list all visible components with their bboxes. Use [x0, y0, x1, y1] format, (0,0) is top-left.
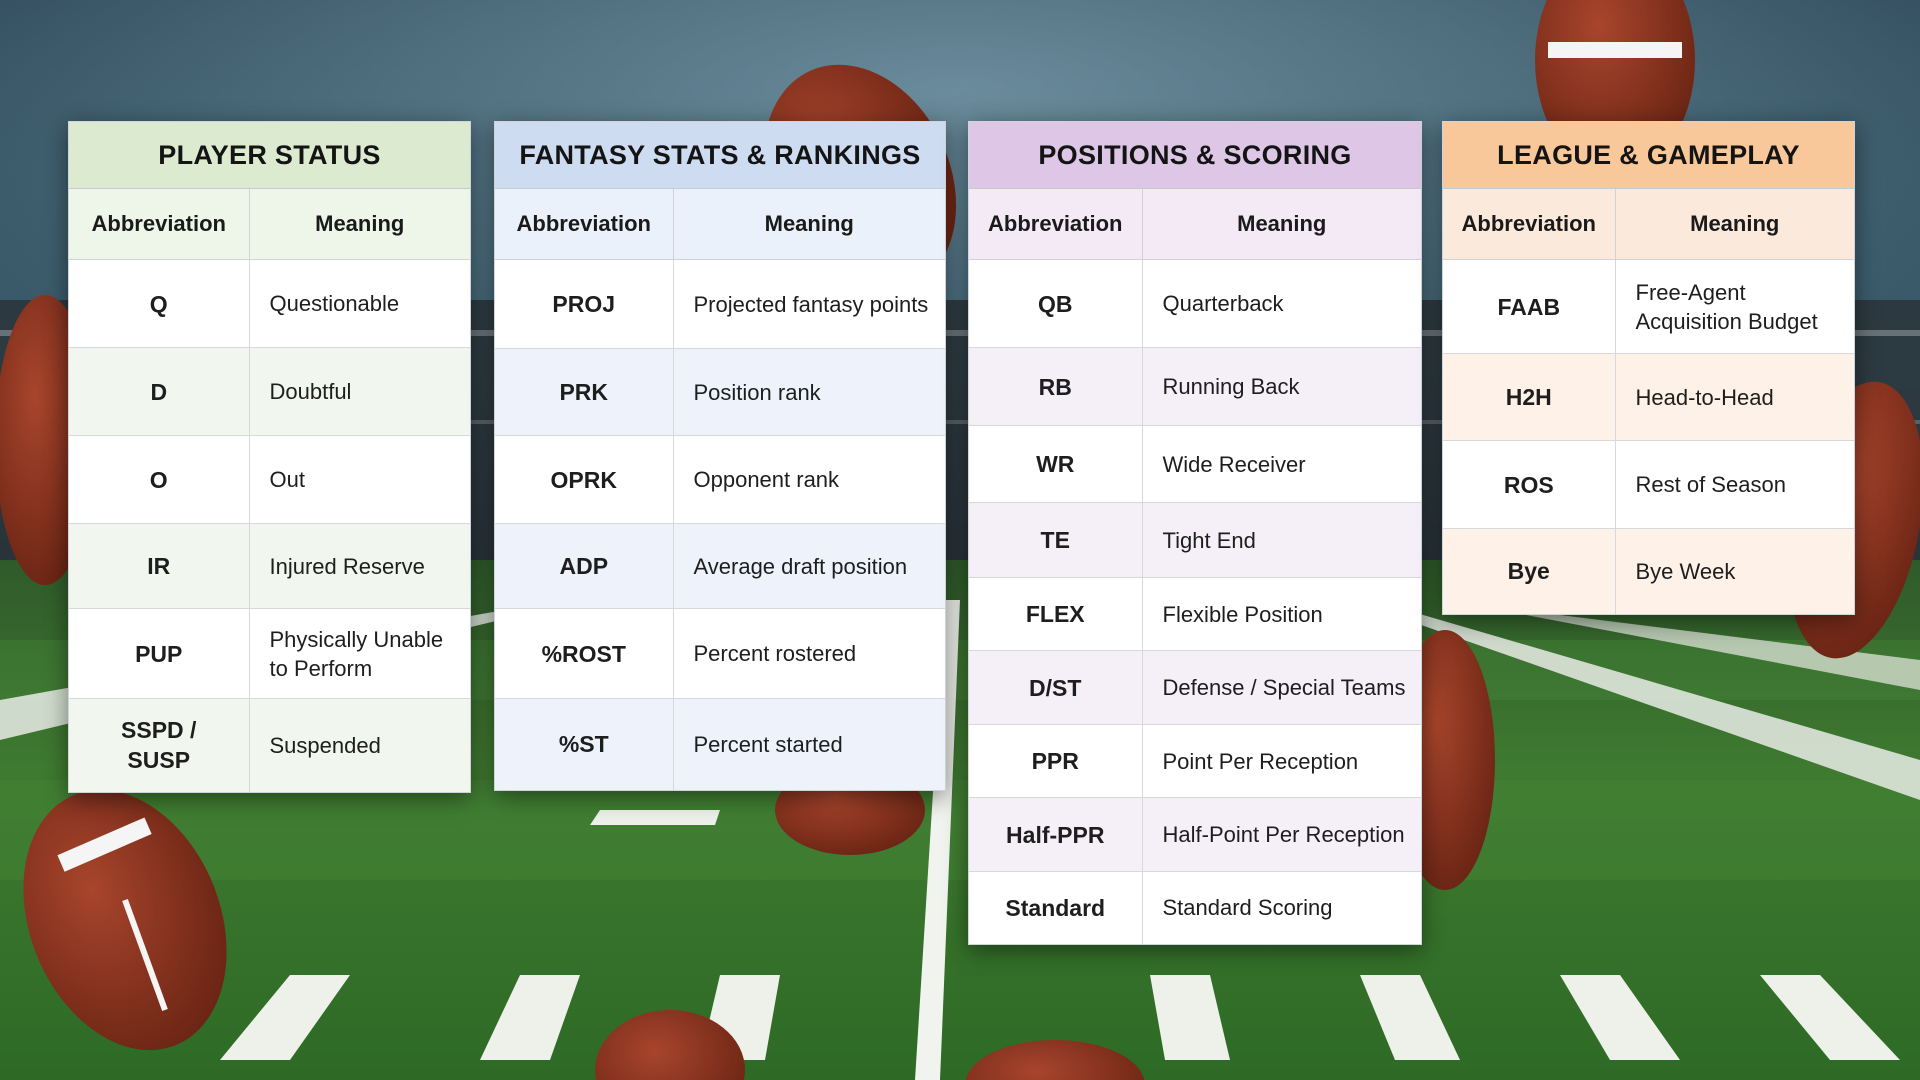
meaning-cell: Physically Unable to Perform	[249, 608, 470, 699]
meaning-cell: Bye Week	[1615, 528, 1854, 614]
meaning-cell: Quarterback	[1142, 259, 1421, 348]
meaning-cell: Free-Agent Acquisition Budget	[1615, 259, 1854, 354]
table-row: %ROST Percent rostered	[495, 608, 945, 699]
table-row: RB Running Back	[969, 347, 1421, 426]
table-row: Bye Bye Week	[1443, 528, 1854, 614]
table-row: OPRK Opponent rank	[495, 435, 945, 524]
abbreviation-cell: IR	[69, 523, 250, 609]
abbreviation-cell: D	[69, 347, 250, 436]
table-row: QB Quarterback	[969, 259, 1421, 348]
table-row: WR Wide Receiver	[969, 425, 1421, 503]
meaning-cell: Out	[249, 435, 470, 524]
abbreviation-cell: PRK	[495, 348, 674, 436]
meaning-cell: Doubtful	[249, 347, 470, 436]
football-icon	[595, 1010, 1145, 1080]
abbreviation-cell: SSPD / SUSP	[69, 698, 250, 792]
panel-title: LEAGUE & GAMEPLAY	[1443, 122, 1854, 189]
table-row: TE Tight End	[969, 502, 1421, 578]
meaning-cell: Percent rostered	[673, 608, 945, 699]
table-row: FAAB Free-Agent Acquisition Budget	[1443, 259, 1854, 354]
meaning-cell: Percent started	[673, 698, 945, 790]
meaning-cell: Projected fantasy points	[673, 259, 945, 349]
panel-title: POSITIONS & SCORING	[969, 122, 1421, 189]
abbreviation-cell: TE	[969, 502, 1143, 578]
meaning-cell: Head-to-Head	[1615, 353, 1854, 441]
abbreviation-cell: Q	[69, 259, 250, 348]
table-row: D/ST Defense / Special Teams	[969, 650, 1421, 725]
table-row: PPR Point Per Reception	[969, 724, 1421, 798]
table-row: H2H Head-to-Head	[1443, 353, 1854, 441]
football-icon	[23, 789, 227, 1051]
table-row: SSPD / SUSP Suspended	[69, 698, 470, 792]
positions-scoring-panel: POSITIONS & SCORING Abbreviation Meaning…	[968, 121, 1422, 945]
column-header-abbreviation: Abbreviation	[969, 189, 1143, 260]
abbreviation-cell: Bye	[1443, 528, 1616, 614]
abbreviation-cell: %ROST	[495, 608, 674, 699]
fantasy-stats-panel: FANTASY STATS & RANKINGS Abbreviation Me…	[494, 121, 946, 791]
meaning-cell: Half-Point Per Reception	[1142, 797, 1421, 872]
abbreviation-cell: H2H	[1443, 353, 1616, 441]
table-row: Q Questionable	[69, 259, 470, 348]
meaning-cell: Point Per Reception	[1142, 724, 1421, 798]
table-row: %ST Percent started	[495, 698, 945, 790]
abbreviation-table: Abbreviation Meaning FAAB Free-Agent Acqu…	[1443, 189, 1854, 614]
abbreviation-cell: PROJ	[495, 259, 674, 349]
table-row: ADP Average draft position	[495, 523, 945, 609]
table-row: IR Injured Reserve	[69, 523, 470, 609]
abbreviation-cell: Standard	[969, 871, 1143, 944]
abbreviation-cell: ROS	[1443, 440, 1616, 529]
abbreviation-cell: RB	[969, 347, 1143, 426]
column-header-meaning: Meaning	[249, 189, 470, 260]
table-row: D Doubtful	[69, 347, 470, 436]
league-gameplay-panel: LEAGUE & GAMEPLAY Abbreviation Meaning F…	[1442, 121, 1855, 615]
panel-title: PLAYER STATUS	[69, 122, 470, 189]
abbreviation-table: Abbreviation Meaning QB Quarterback RB Run…	[969, 189, 1421, 944]
meaning-cell: Injured Reserve	[249, 523, 470, 609]
abbreviation-table: Abbreviation Meaning PROJ Projected fanta…	[495, 189, 945, 790]
table-row: PUP Physically Unable to Perform	[69, 608, 470, 699]
abbreviation-cell: QB	[969, 259, 1143, 348]
abbreviation-cell: D/ST	[969, 650, 1143, 725]
table-row: O Out	[69, 435, 470, 524]
meaning-cell: Flexible Position	[1142, 577, 1421, 651]
column-header-meaning: Meaning	[1615, 189, 1854, 260]
abbreviation-table: Abbreviation Meaning Q Questionable D Doub…	[69, 189, 470, 792]
table-row: Half-PPR Half-Point Per Reception	[969, 797, 1421, 872]
meaning-cell: Wide Receiver	[1142, 425, 1421, 503]
abbreviation-cell: FLEX	[969, 577, 1143, 651]
column-header-meaning: Meaning	[673, 189, 945, 260]
meaning-cell: Running Back	[1142, 347, 1421, 426]
abbreviation-cell: ADP	[495, 523, 674, 609]
meaning-cell: Tight End	[1142, 502, 1421, 578]
table-row: PROJ Projected fantasy points	[495, 259, 945, 349]
table-row: ROS Rest of Season	[1443, 440, 1854, 529]
abbreviation-cell: WR	[969, 425, 1143, 503]
abbreviation-cell: O	[69, 435, 250, 524]
column-header-meaning: Meaning	[1142, 189, 1421, 260]
meaning-cell: Suspended	[249, 698, 470, 792]
table-row: PRK Position rank	[495, 348, 945, 436]
table-row: Standard Standard Scoring	[969, 871, 1421, 944]
abbreviation-cell: FAAB	[1443, 259, 1616, 354]
meaning-cell: Average draft position	[673, 523, 945, 609]
player-status-panel: PLAYER STATUS Abbreviation Meaning Q Ques…	[68, 121, 471, 793]
meaning-cell: Defense / Special Teams	[1142, 650, 1421, 725]
abbreviation-cell: Half-PPR	[969, 797, 1143, 872]
table-row: FLEX Flexible Position	[969, 577, 1421, 651]
column-header-abbreviation: Abbreviation	[495, 189, 674, 260]
abbreviation-cell: OPRK	[495, 435, 674, 524]
abbreviation-cell: PPR	[969, 724, 1143, 798]
column-header-abbreviation: Abbreviation	[1443, 189, 1616, 260]
meaning-cell: Standard Scoring	[1162, 895, 1333, 921]
meaning-cell: Rest of Season	[1615, 440, 1854, 529]
meaning-cell: Position rank	[673, 348, 945, 436]
panel-title: FANTASY STATS & RANKINGS	[495, 122, 945, 189]
meaning-cell: Opponent rank	[673, 435, 945, 524]
meaning-cell: Questionable	[249, 259, 470, 348]
abbreviation-cell: PUP	[69, 608, 250, 699]
column-header-abbreviation: Abbreviation	[69, 189, 250, 260]
abbreviation-cell: %ST	[495, 698, 674, 790]
